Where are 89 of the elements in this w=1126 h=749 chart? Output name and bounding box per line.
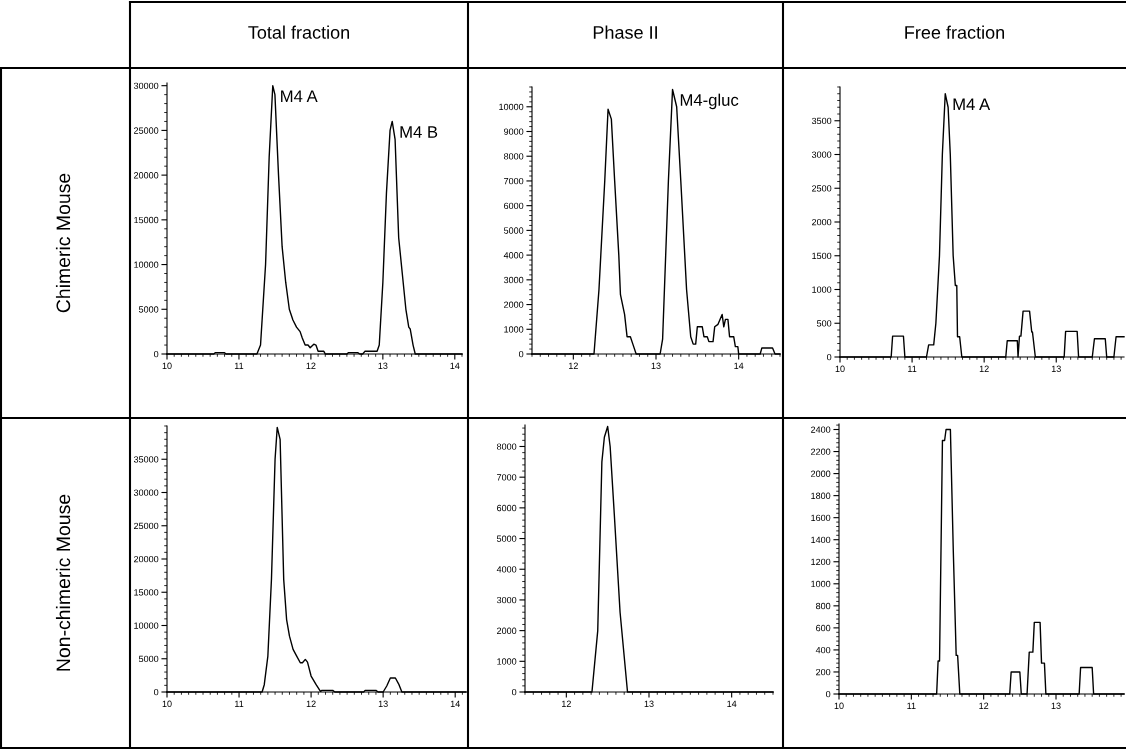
y-tick-label: 0	[154, 688, 159, 696]
y-tick-label: 2400	[811, 426, 831, 433]
x-tick-label: 10	[834, 702, 844, 709]
y-tick-label: 200	[816, 668, 831, 676]
y-tick-label: 25000	[134, 127, 159, 134]
y-tick-label: 1000	[811, 580, 831, 588]
y-tick-label: 15000	[134, 216, 159, 224]
y-axis-title: Non-chimeric Mouse	[55, 494, 71, 671]
x-tick-label: 12	[306, 700, 316, 707]
y-tick-label: 1000	[497, 658, 517, 665]
y-tick-label: 35000	[133, 456, 159, 463]
y-tick-label: 5000	[138, 306, 159, 313]
x-tick-label: 13	[651, 362, 661, 369]
x-tick-label: 14	[727, 700, 737, 707]
y-tick-label: 1400	[811, 536, 831, 544]
y-tick-label: 6000	[497, 504, 517, 512]
x-tick-label: 12	[979, 702, 989, 709]
x-tick-label: 11	[908, 365, 917, 372]
y-tick-label: 4000	[503, 252, 524, 259]
y-tick-label: 2500	[812, 185, 832, 192]
y-tick-label: 7000	[504, 177, 524, 185]
y-tick-label: 1200	[811, 558, 831, 566]
x-tick-label: 12	[562, 700, 571, 707]
x-tick-label: 11	[234, 362, 244, 369]
y-tick-label: 15000	[134, 589, 159, 596]
annotation: M4 B	[400, 126, 438, 138]
x-tick-label: 13	[378, 700, 388, 707]
y-tick-label: 500	[816, 320, 832, 327]
y-tick-label: 800	[816, 602, 831, 610]
x-tick-label: 13	[1051, 365, 1061, 372]
y-tick-label: 2000	[497, 627, 517, 634]
y-tick-label: 5000	[503, 227, 524, 234]
y-tick-label: 3000	[811, 151, 832, 158]
y-tick-label: 8000	[503, 153, 524, 160]
x-tick-label: 13	[644, 700, 654, 707]
y-tick-label: 1600	[811, 514, 831, 522]
x-tick-label: 10	[835, 365, 845, 372]
y-tick-label: 0	[519, 350, 524, 358]
y-tick-label: 10000	[499, 103, 524, 111]
x-tick-label: 12	[306, 362, 316, 369]
y-tick-label: 25000	[134, 522, 159, 530]
y-tick-label: 5000	[138, 655, 159, 663]
annotation: M4 A	[953, 98, 991, 110]
y-axis-title: Chimeric Mouse	[55, 173, 71, 313]
y-tick-label: 1500	[812, 252, 832, 260]
y-tick-label: 1000	[812, 286, 832, 293]
y-tick-label: 0	[512, 688, 517, 696]
x-tick-label: 10	[162, 700, 172, 707]
annotation: M4-gluc	[680, 93, 739, 110]
x-tick-label: 14	[734, 362, 744, 369]
y-tick-label: 20000	[134, 172, 159, 179]
y-tick-label: 5000	[496, 535, 517, 542]
y-tick-label: 2000	[504, 301, 524, 308]
chart-title: Free fraction	[905, 25, 1005, 39]
x-tick-label: 11	[235, 700, 244, 707]
y-tick-label: 10000	[134, 622, 159, 629]
chart-title: Total fraction	[248, 25, 350, 39]
x-tick-label: 11	[907, 702, 916, 709]
y-tick-label: 3000	[496, 596, 517, 604]
y-tick-label: 2000	[811, 470, 831, 477]
y-tick-label: 2000	[812, 218, 832, 226]
x-tick-label: 13	[1051, 702, 1061, 709]
x-tick-label: 10	[162, 362, 172, 369]
x-tick-label: 12	[979, 365, 989, 372]
y-tick-label: 4000	[496, 566, 517, 573]
y-tick-label: 20000	[134, 555, 159, 563]
y-tick-label: 10000	[134, 261, 159, 268]
chart-title: Phase II	[593, 25, 657, 39]
y-tick-label: 6000	[504, 202, 524, 210]
x-tick-label: 14	[450, 362, 460, 369]
y-tick-label: 1800	[811, 492, 831, 499]
x-tick-label: 13	[378, 362, 388, 369]
y-tick-label: 7000	[497, 474, 517, 481]
y-tick-label: 600	[816, 624, 831, 632]
y-tick-label: 2200	[811, 448, 831, 455]
y-tick-label: 8000	[496, 443, 517, 450]
y-tick-label: 3000	[503, 276, 524, 284]
y-tick-label: 0	[827, 353, 832, 361]
y-tick-label: 30000	[133, 82, 159, 90]
y-tick-label: 3500	[811, 117, 832, 125]
annotation: M4 A	[281, 90, 318, 102]
y-tick-label: 30000	[133, 489, 159, 496]
y-tick-label: 9000	[504, 128, 524, 135]
x-tick-label: 14	[450, 700, 460, 707]
y-tick-label: 1000	[504, 326, 524, 333]
y-tick-label: 0	[826, 690, 831, 698]
y-tick-label: 400	[815, 646, 831, 654]
y-tick-label: 0	[154, 350, 159, 358]
x-tick-label: 12	[569, 362, 578, 369]
